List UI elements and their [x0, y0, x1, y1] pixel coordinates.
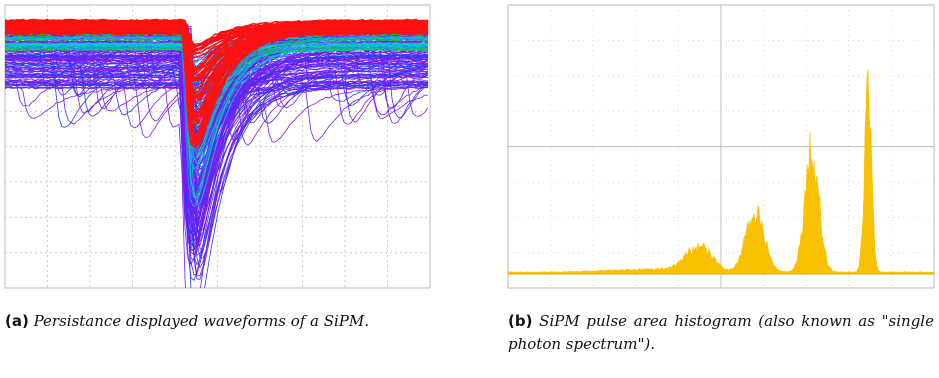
caption-text: Persistance displayed waveforms of a SiP…: [34, 312, 369, 330]
waveform-panel: [5, 5, 430, 300]
histogram-panel: [508, 5, 934, 288]
caption-label: (a): [5, 312, 29, 330]
figure: (a) Persistance displayed waveforms of a…: [0, 0, 939, 378]
caption-b: (b) SiPM pulse area histogram (also know…: [508, 310, 934, 356]
caption-label: (b): [508, 312, 532, 330]
panels: [0, 0, 939, 300]
caption-a: (a) Persistance displayed waveforms of a…: [5, 310, 435, 333]
caption-text: SiPM pulse area histogram (also known as…: [508, 312, 934, 353]
